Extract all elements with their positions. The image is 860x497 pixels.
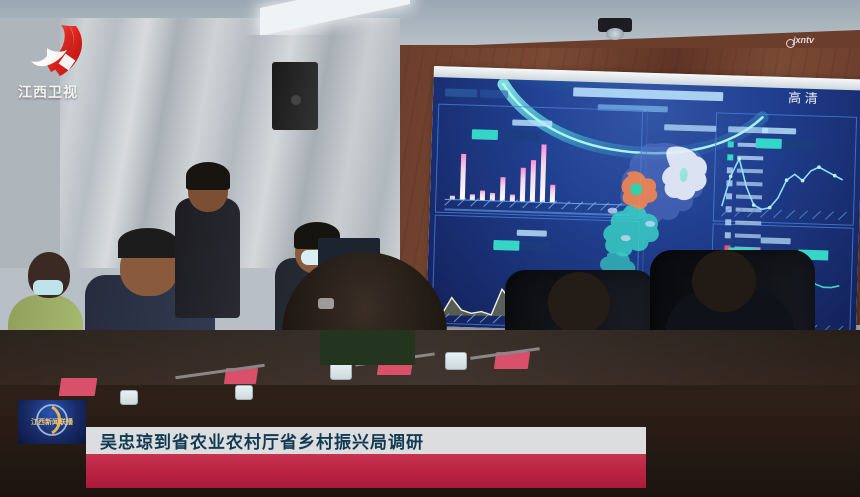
svg-text:江西新闻联播: 江西新闻联播 bbox=[31, 417, 74, 426]
